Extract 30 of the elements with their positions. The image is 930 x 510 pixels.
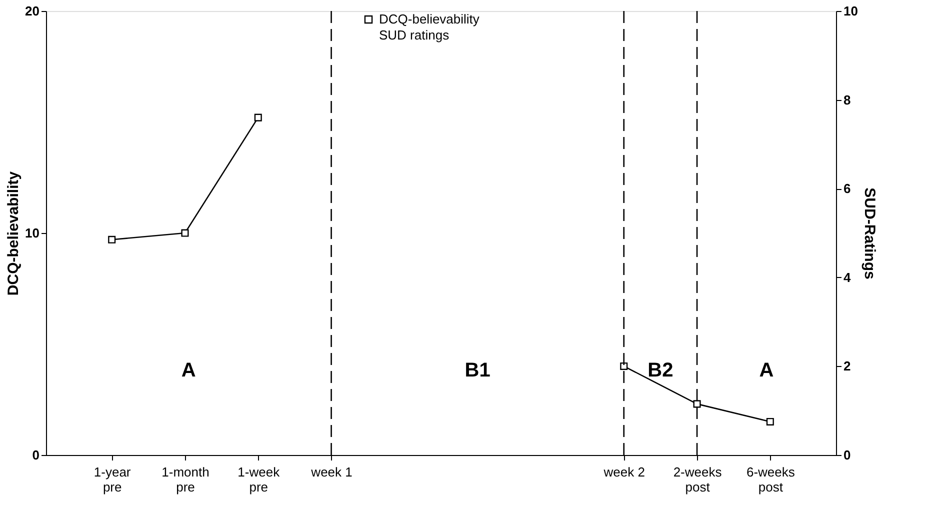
x-tick-label: 1-year pre (94, 464, 132, 494)
y2-tick-label: 2 (844, 358, 851, 374)
y2-tick-label: 10 (844, 4, 858, 18)
y2-axis-title: SUD-Ratings (860, 188, 878, 280)
y-tick-label: 0 (32, 448, 40, 462)
annotation: A (759, 360, 774, 382)
point (766, 418, 774, 426)
y2-tick-label: 0 (844, 448, 851, 462)
point (693, 400, 701, 408)
x-tick-label: 2-weeks post (673, 464, 722, 494)
y-axis-title: DCQ-believability (5, 170, 22, 296)
y2-tick-label: 4 (844, 270, 852, 285)
point (181, 229, 189, 237)
x-tick-label: 1-week pre (238, 464, 280, 494)
point (254, 114, 262, 122)
annotation: B1 (464, 360, 490, 382)
x-tick-label: 6-weeks post (746, 464, 796, 494)
legend-label: DCQ-believability (379, 12, 480, 26)
y-tick-label: 20 (25, 4, 40, 18)
y2-tick-label: 8 (844, 92, 851, 108)
y-tick-label: 10 (25, 226, 40, 240)
x-tick-label: 1-month pre (162, 464, 210, 494)
annotation: B2 (648, 360, 674, 382)
annotation: A (181, 360, 196, 382)
point (620, 362, 628, 370)
x-tick-label: week 2 (602, 464, 645, 480)
legend-label: SUD ratings (379, 28, 450, 42)
point (108, 236, 116, 244)
x-tick-label: week 1 (310, 464, 352, 480)
y2-tick-label: 6 (844, 181, 851, 196)
